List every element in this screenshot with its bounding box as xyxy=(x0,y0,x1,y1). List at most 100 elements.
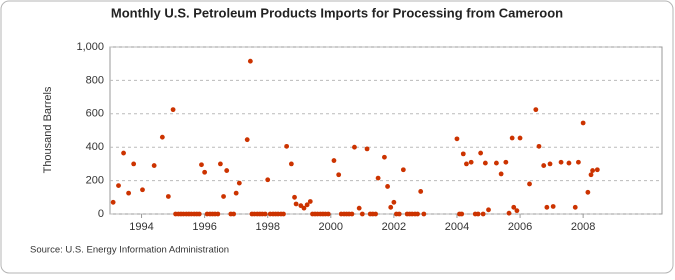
point xyxy=(284,143,290,149)
point xyxy=(486,207,491,213)
point xyxy=(482,160,488,166)
point xyxy=(199,162,204,168)
point xyxy=(580,120,586,126)
y-axis-label: Thousand Barrels xyxy=(42,86,54,173)
point xyxy=(336,172,342,178)
point xyxy=(558,159,564,165)
point xyxy=(478,150,484,156)
frame xyxy=(0,0,674,274)
point xyxy=(459,211,465,217)
point xyxy=(400,167,406,173)
x-tick-label: 2008 xyxy=(571,221,595,233)
point xyxy=(517,135,523,141)
point xyxy=(202,169,208,175)
point xyxy=(301,205,307,211)
y-tick-label: 800 xyxy=(86,74,104,86)
point xyxy=(506,210,512,216)
point xyxy=(307,199,313,204)
point xyxy=(536,143,542,149)
point xyxy=(224,168,230,173)
point xyxy=(498,171,504,177)
point xyxy=(165,194,171,199)
point xyxy=(218,161,223,167)
point xyxy=(464,161,469,167)
point xyxy=(233,190,239,196)
point xyxy=(116,183,121,189)
point xyxy=(247,58,253,64)
point xyxy=(231,211,237,217)
point xyxy=(292,194,297,200)
point xyxy=(121,150,126,156)
point xyxy=(352,144,357,150)
point xyxy=(550,204,556,209)
point xyxy=(221,194,226,199)
point xyxy=(418,189,424,194)
point xyxy=(236,180,242,186)
point xyxy=(594,167,600,173)
point xyxy=(126,190,132,196)
point xyxy=(415,211,420,217)
x-tick-label: 2004 xyxy=(445,221,469,233)
point xyxy=(572,204,578,210)
point xyxy=(475,211,481,217)
x-tick-label: 2000 xyxy=(319,221,343,233)
y-tick-label: 600 xyxy=(86,108,104,120)
point xyxy=(396,211,402,217)
point xyxy=(576,159,581,165)
point xyxy=(151,163,157,168)
point xyxy=(588,172,594,178)
point xyxy=(590,168,596,173)
point xyxy=(514,208,520,214)
point xyxy=(541,163,547,168)
point xyxy=(304,202,310,208)
point xyxy=(391,199,397,205)
point xyxy=(359,211,365,217)
point xyxy=(547,161,553,167)
point xyxy=(196,211,202,217)
point xyxy=(325,211,331,217)
y-tick-label: 400 xyxy=(86,141,104,153)
point xyxy=(293,201,299,207)
point xyxy=(494,160,499,166)
point xyxy=(468,159,474,165)
source: Source: U.S. Energy Information Administ… xyxy=(30,245,229,256)
point xyxy=(566,160,572,166)
point xyxy=(544,204,550,210)
point xyxy=(388,204,394,210)
point xyxy=(511,204,517,210)
x-tick-label: 1996 xyxy=(192,221,216,233)
point xyxy=(288,161,294,167)
y-tick-label: 0 xyxy=(98,208,104,220)
point xyxy=(364,146,370,152)
y-tick-label: 200 xyxy=(86,175,104,187)
point xyxy=(215,211,221,217)
chart-title: Monthly U.S. Petroleum Products Imports … xyxy=(111,5,563,20)
point xyxy=(140,187,145,193)
point xyxy=(244,137,250,143)
point xyxy=(159,134,165,140)
point xyxy=(349,211,355,217)
point xyxy=(585,189,591,195)
x-tick-label: 2002 xyxy=(382,221,406,233)
point xyxy=(454,136,460,142)
point xyxy=(131,161,137,167)
point xyxy=(503,159,509,165)
x-tick-label: 1994 xyxy=(129,221,153,233)
point xyxy=(527,181,532,187)
point xyxy=(480,211,486,217)
point xyxy=(533,107,539,113)
point xyxy=(382,154,387,160)
point xyxy=(262,211,268,217)
x-tick-label: 1998 xyxy=(255,221,279,233)
x-tick-label: 2006 xyxy=(508,221,532,233)
point xyxy=(281,211,286,217)
point xyxy=(170,107,176,113)
point xyxy=(509,135,515,141)
point xyxy=(373,211,378,217)
point xyxy=(375,175,381,181)
point xyxy=(356,205,362,211)
point xyxy=(421,211,427,217)
point xyxy=(110,199,116,205)
point xyxy=(331,158,337,163)
